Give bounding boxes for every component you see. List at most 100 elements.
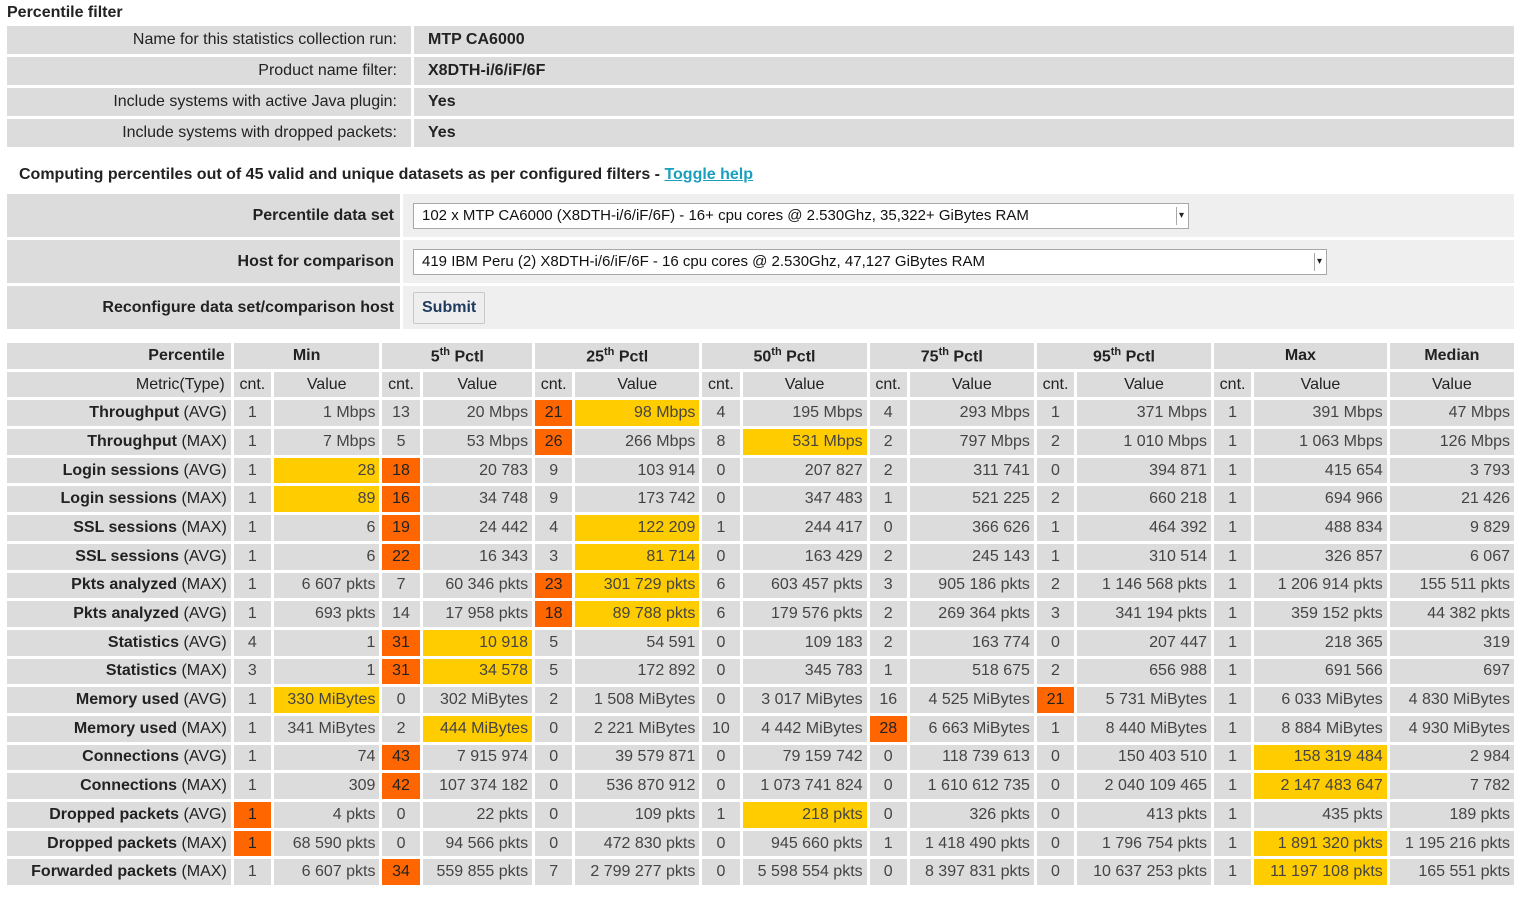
- value-cell: 326 857: [1254, 543, 1387, 570]
- median-cell: 3 793: [1389, 457, 1514, 484]
- count-cell: 1: [1036, 543, 1075, 570]
- metric-name: Statistics (MAX): [7, 658, 231, 685]
- count-cell: 16: [382, 486, 420, 513]
- filter-value: MTP CA6000: [414, 26, 1514, 54]
- value-cell: 559 855 pkts: [422, 859, 533, 886]
- value-cell: 109 pkts: [575, 802, 700, 828]
- value-cell: 341 MiBytes: [273, 715, 380, 742]
- host-select[interactable]: 419 IBM Peru (2) X8DTH-i/6/iF/6F - 16 cp…: [413, 248, 1327, 275]
- count-cell: 14: [382, 601, 420, 627]
- count-cell: 4: [535, 515, 573, 541]
- count-cell: 1: [1036, 715, 1075, 742]
- toggle-help-link[interactable]: Toggle help: [664, 166, 754, 183]
- median-cell: 165 551 pkts: [1389, 859, 1514, 886]
- count-cell: 1: [702, 515, 740, 541]
- value-cell: 2 040 109 465: [1077, 773, 1211, 799]
- count-cell: 2: [869, 457, 907, 484]
- value-cell: 1: [273, 658, 380, 685]
- value-cell: 79 159 742: [742, 744, 867, 771]
- value-cell: 4 pkts: [273, 802, 380, 828]
- dataset-selected-value: 102 x MTP CA6000 (X8DTH-i/6/iF/6F) - 16+…: [422, 207, 1029, 224]
- value-cell: 660 218: [1077, 486, 1211, 513]
- count-cell: 2: [1036, 486, 1075, 513]
- value-cell: 1 206 914 pkts: [1254, 572, 1387, 599]
- count-cell: 28: [869, 715, 907, 742]
- value-cell: 1 146 568 pkts: [1077, 572, 1211, 599]
- count-cell: 1: [233, 457, 271, 484]
- count-cell: 2: [869, 629, 907, 656]
- metric-header-row: Metric(Type) cnt. Value cnt. Value cnt. Value…: [7, 371, 1514, 398]
- median-cell: 697: [1389, 658, 1514, 685]
- value-cell: 20 Mbps: [422, 400, 533, 427]
- table-row: Memory used (MAX) 1 341 MiBytes 2 444 MiByte…: [7, 715, 1514, 742]
- count-cell: 1: [1214, 773, 1252, 799]
- value-cell: 8 397 831 pkts: [909, 859, 1034, 886]
- value-cell: 444 MiBytes: [422, 715, 533, 742]
- count-cell: 7: [535, 859, 573, 886]
- count-cell: 9: [535, 457, 573, 484]
- percentile-filter-title: Percentile filter: [7, 4, 123, 21]
- metric-name: Pkts analyzed (MAX): [7, 572, 231, 599]
- cnt-header: cnt.: [1036, 371, 1075, 398]
- value-header: Value: [1077, 371, 1211, 398]
- cnt-header: cnt.: [702, 371, 740, 398]
- count-cell: 0: [702, 457, 740, 484]
- count-cell: 0: [1036, 859, 1075, 886]
- percentile-column-header: Median: [1389, 343, 1514, 369]
- count-cell: 21: [535, 400, 573, 427]
- count-cell: 0: [869, 802, 907, 828]
- count-cell: 0: [702, 830, 740, 857]
- count-cell: 16: [869, 687, 907, 713]
- value-cell: 11 197 108 pkts: [1254, 859, 1387, 886]
- table-row: Memory used (AVG) 1 330 MiBytes 0 302 MiByte…: [7, 687, 1514, 713]
- table-row: Forwarded packets (MAX) 1 6 607 pkts 34 559 …: [7, 859, 1514, 886]
- count-cell: 1: [233, 486, 271, 513]
- dataset-label: Percentile data set: [7, 194, 400, 237]
- filter-label: Include systems with dropped packets:: [7, 119, 411, 147]
- host-label: Host for comparison: [7, 240, 400, 283]
- value-cell: 68 590 pkts: [273, 830, 380, 857]
- dataset-select[interactable]: 102 x MTP CA6000 (X8DTH-i/6/iF/6F) - 16+…: [413, 202, 1189, 229]
- value-cell: 1 073 741 824: [742, 773, 867, 799]
- median-cell: 44 382 pkts: [1389, 601, 1514, 627]
- count-cell: 0: [535, 715, 573, 742]
- percentile-column-header: Min: [233, 343, 380, 369]
- count-cell: 0: [1036, 830, 1075, 857]
- count-cell: 2: [869, 429, 907, 455]
- filter-label: Include systems with active Java plugin:: [7, 88, 411, 116]
- value-cell: 415 654: [1254, 457, 1387, 484]
- percentile-header: Percentile: [7, 343, 231, 369]
- count-cell: 2: [869, 543, 907, 570]
- count-cell: 6: [702, 572, 740, 599]
- reconfigure-label: Reconfigure data set/comparison host: [7, 286, 400, 329]
- value-header: Value: [742, 371, 867, 398]
- value-cell: 7 Mbps: [273, 429, 380, 455]
- count-cell: 1: [1214, 457, 1252, 484]
- count-cell: 0: [535, 830, 573, 857]
- cnt-header: cnt.: [869, 371, 907, 398]
- value-cell: 531 Mbps: [742, 429, 867, 455]
- value-cell: 6 607 pkts: [273, 859, 380, 886]
- filter-row: Product name filter: X8DTH-i/6/iF/6F: [7, 57, 1514, 85]
- count-cell: 1: [233, 687, 271, 713]
- count-cell: 0: [535, 802, 573, 828]
- count-cell: 0: [535, 773, 573, 799]
- filter-table: Name for this statistics collection run:…: [4, 23, 1517, 150]
- submit-button[interactable]: Submit: [413, 291, 486, 324]
- metric-name: Connections (MAX): [7, 773, 231, 799]
- count-cell: 31: [382, 658, 420, 685]
- count-cell: 1: [1214, 802, 1252, 828]
- median-cell: 155 511 pkts: [1389, 572, 1514, 599]
- metric-name: SSL sessions (AVG): [7, 543, 231, 570]
- count-cell: 1: [233, 715, 271, 742]
- percentile-column-header: Max: [1214, 343, 1387, 369]
- metric-name: Login sessions (MAX): [7, 486, 231, 513]
- count-cell: 1: [233, 773, 271, 799]
- value-header: Value: [422, 371, 533, 398]
- value-cell: 173 742: [575, 486, 700, 513]
- count-cell: 0: [702, 486, 740, 513]
- median-cell: 6 067: [1389, 543, 1514, 570]
- median-cell: 126 Mbps: [1389, 429, 1514, 455]
- value-cell: 122 209: [575, 515, 700, 541]
- count-cell: 1: [1214, 601, 1252, 627]
